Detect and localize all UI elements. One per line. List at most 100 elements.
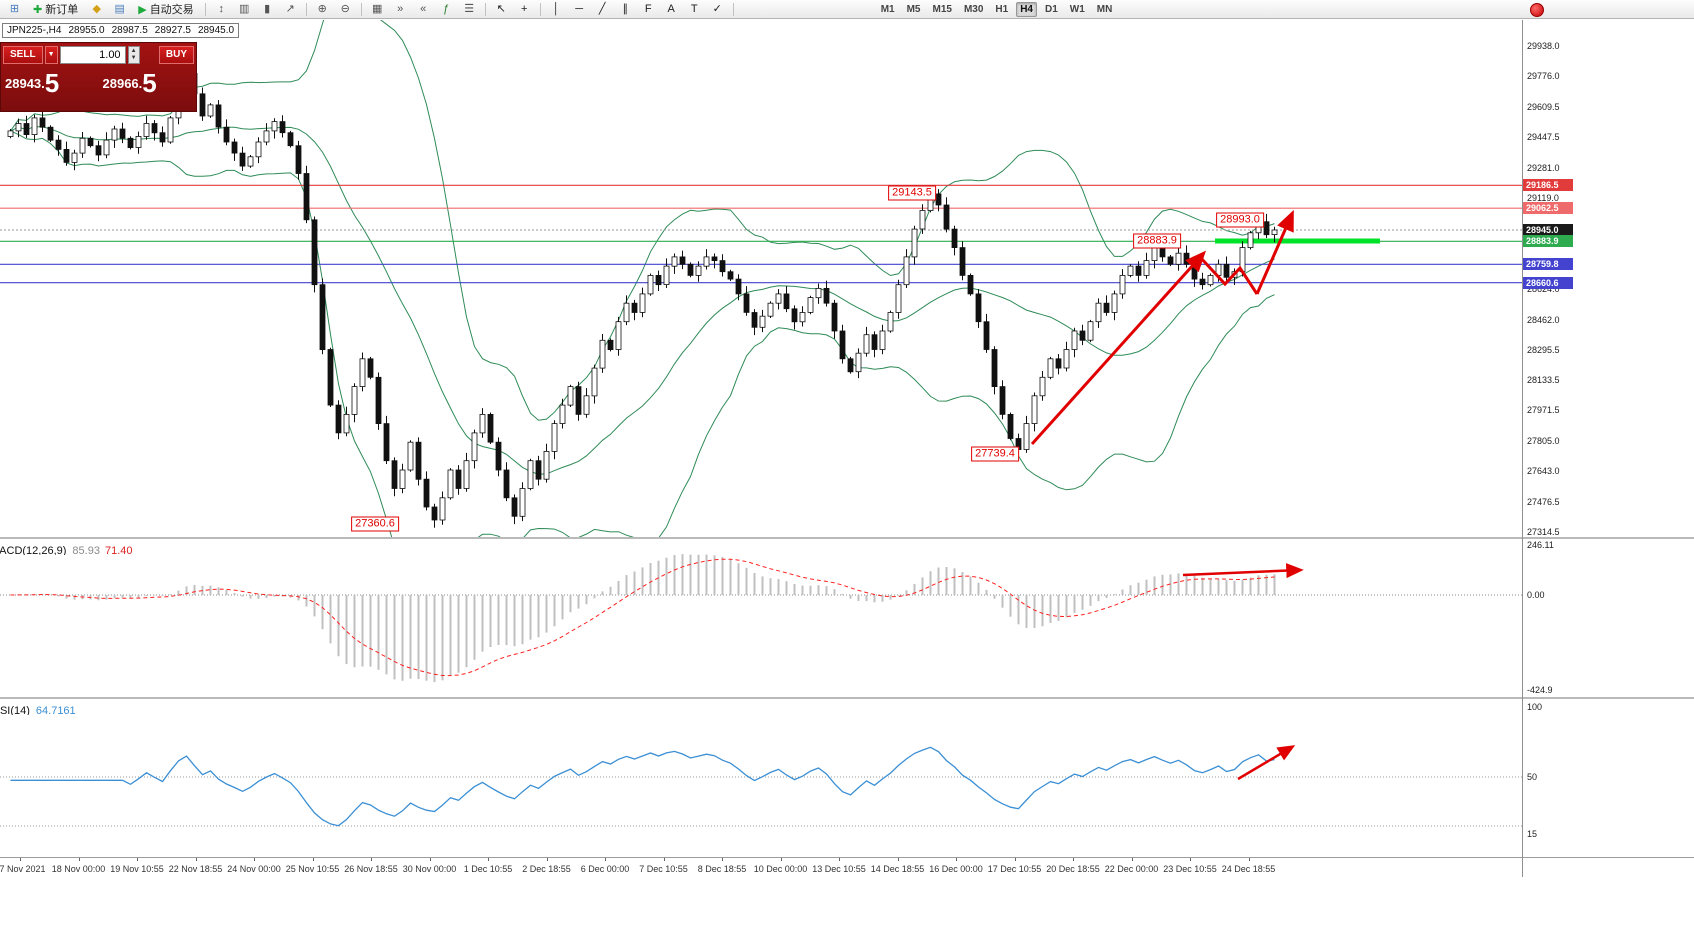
time-axis-label: 10 Dec 00:00: [753, 864, 808, 874]
auto-trading-button-label: 自动交易: [149, 4, 194, 16]
sell-button[interactable]: SELL: [3, 45, 43, 64]
channel-icon[interactable]: ∥: [622, 2, 628, 15]
time-tick: [371, 858, 372, 861]
price-annotation[interactable]: 28883.9: [1133, 233, 1181, 249]
rsi-trend-arrow[interactable]: [1237, 745, 1296, 781]
rsi-axis-label: 100: [1527, 702, 1543, 712]
zoom-in-icon[interactable]: ⊕: [317, 2, 327, 15]
price-tag: 28759.8: [1523, 258, 1573, 270]
price-annotation[interactable]: 29143.5: [888, 185, 936, 201]
new-chart-icon[interactable]: ⊞: [9, 2, 20, 15]
chart-ohlc-header: JPN225-,H4 28955.0 28987.5 28927.5 28945…: [2, 23, 240, 38]
time-tick: [1073, 858, 1074, 861]
macd-trend-arrow[interactable]: [1182, 563, 1304, 579]
time-axis-label: 22 Nov 18:55: [168, 864, 223, 874]
chart-shift-icon[interactable]: «: [420, 2, 427, 15]
crosshair-icon[interactable]: +: [520, 2, 528, 15]
price-axis-label: 28624.0: [1527, 284, 1560, 294]
panel-separator[interactable]: [0, 697, 1694, 699]
rsi-value: 64.7161: [35, 705, 76, 715]
rsi-indicator-panel[interactable]: RSI(14)64.7161 100 50 15: [0, 699, 1694, 857]
macd-axis-label: 246.11: [1527, 540, 1554, 550]
horizontal-line-icon[interactable]: ─: [575, 2, 584, 15]
price-annotation[interactable]: 27360.6: [351, 516, 399, 532]
buy-button[interactable]: BUY: [158, 45, 194, 64]
time-periods-icon[interactable]: ☰: [464, 2, 475, 15]
fibonacci-icon[interactable]: F: [644, 2, 652, 15]
price-annotation[interactable]: 27739.4: [971, 446, 1019, 462]
time-tick: [1190, 858, 1191, 861]
one-click-controls: SELL ▼ ▲▼ BUY: [1, 43, 196, 65]
price-axis-label: 28462.0: [1527, 315, 1560, 325]
time-axis[interactable]: 17 Nov 2021 18 Nov 00:00 19 Nov 10:55 22 No…: [0, 857, 1694, 878]
scale-fix-icon[interactable]: ↕: [218, 2, 224, 15]
trend-arrow-up[interactable]: [1030, 250, 1207, 446]
new-order-icon: ✚: [33, 3, 43, 16]
price-axis-divider[interactable]: [1522, 20, 1523, 877]
candlestick-chart-icon[interactable]: ▮: [264, 2, 271, 15]
price-axis-label: 28133.5: [1527, 375, 1560, 385]
time-tick: [488, 858, 489, 861]
text-label-icon[interactable]: T: [690, 2, 698, 15]
rsi-label: RSI(14)64.7161: [0, 705, 76, 715]
time-tick: [195, 858, 197, 861]
price-axis-label: 28295.5: [1527, 345, 1560, 355]
auto-trading-icon: ▶: [138, 3, 147, 16]
timeframe-m30[interactable]: M30: [963, 3, 984, 15]
profiles-icon[interactable]: ◆: [92, 2, 101, 15]
price-tag: 28660.6: [1523, 277, 1573, 289]
time-axis-label: 16 Dec 00:00: [929, 864, 983, 874]
indicators-icon[interactable]: ƒ: [443, 2, 450, 15]
text-icon[interactable]: A: [667, 2, 675, 15]
tile-windows-icon[interactable]: ▦: [371, 2, 383, 15]
cursor-icon[interactable]: ↖: [496, 2, 506, 15]
zigzag-line[interactable]: [1198, 255, 1259, 295]
bar-chart-icon[interactable]: ▥: [238, 2, 250, 15]
price-annotation[interactable]: 28993.0: [1216, 212, 1264, 228]
time-tick: [137, 858, 138, 861]
chart-high: 28987.5: [111, 25, 148, 36]
new-order-button[interactable]: ✚ 新订单: [27, 1, 84, 18]
volume-dropdown-icon[interactable]: ▼: [44, 45, 58, 64]
horizontal-level-lines[interactable]: [0, 184, 1522, 284]
volume-stepper[interactable]: ▲ ▼: [127, 45, 140, 64]
volume-input[interactable]: [59, 45, 126, 64]
time-axis-label: 26 Nov 18:55: [344, 864, 398, 874]
line-chart-icon[interactable]: ↗: [285, 2, 295, 15]
alert-icon[interactable]: [1530, 3, 1544, 17]
market-watch-icon[interactable]: ▤: [114, 2, 125, 15]
vertical-line-icon[interactable]: │: [552, 2, 560, 15]
time-tick: [663, 858, 665, 861]
timeframe-mn[interactable]: MN: [1096, 3, 1113, 15]
price-axis-label: 27805.0: [1527, 436, 1560, 446]
timeframe-h1[interactable]: H1: [995, 3, 1009, 15]
price-tag: 28945.0: [1523, 224, 1573, 236]
main-chart-panel[interactable]: JPN225-,H4 28955.0 28987.5 28927.5 28945…: [0, 20, 1694, 537]
timeframe-d1[interactable]: D1: [1045, 3, 1058, 15]
trendline-icon[interactable]: ╱: [598, 2, 606, 15]
time-axis-label: 6 Dec 00:00: [580, 864, 630, 874]
stepper-down-icon[interactable]: ▼: [130, 54, 137, 61]
time-tick: [1248, 858, 1250, 861]
timeframe-m1[interactable]: M1: [880, 3, 895, 15]
auto-trading-button[interactable]: ▶ 自动交易: [132, 1, 199, 18]
timeframe-h4[interactable]: H4: [1016, 1, 1037, 17]
stepper-up-icon[interactable]: ▲: [130, 47, 137, 54]
arrows-icon[interactable]: ✓: [712, 2, 722, 15]
timeframe-m15[interactable]: M15: [932, 3, 952, 15]
rsi-label-wrap: RSI(14)64.7161: [0, 701, 76, 715]
price-axis-label: 29447.5: [1527, 132, 1560, 142]
auto-scroll-icon[interactable]: »: [397, 2, 404, 15]
zoom-out-icon[interactable]: ⊖: [340, 2, 350, 15]
timeframe-w1[interactable]: W1: [1069, 3, 1085, 15]
panel-separator[interactable]: [0, 537, 1694, 539]
time-axis-label: 30 Nov 00:00: [402, 864, 457, 874]
candlestick-series: [7, 65, 1278, 528]
toolbar-separator: [305, 2, 307, 16]
breakout-arrow[interactable]: [1255, 209, 1294, 295]
timeframe-m5[interactable]: M5: [906, 3, 921, 15]
price-tag: 29186.5: [1523, 179, 1573, 191]
